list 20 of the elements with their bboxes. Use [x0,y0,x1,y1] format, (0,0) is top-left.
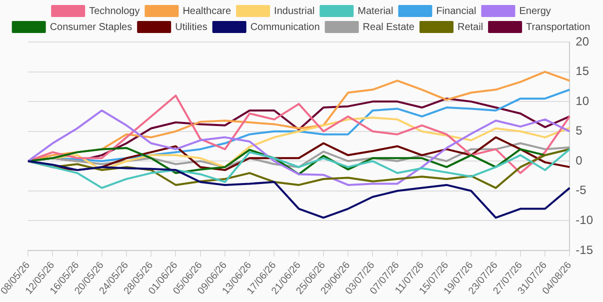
legend-label: Transportation [526,22,590,33]
y-tick-label: -5 [576,183,587,198]
legend-label: Utilities [175,22,208,33]
legend-label: Healthcare [182,6,232,17]
y-tick-label: 20 [576,34,590,48]
y-tick-label: -10 [576,213,594,227]
legend-label: Technology [89,6,140,17]
legend-label: Industrial [274,6,315,17]
y-tick-label: 5 [576,124,583,138]
y-tick-label: -15 [576,242,594,257]
legend-label: Retail [457,22,484,33]
legend-label: Energy [519,6,551,17]
y-tick-label: 10 [576,94,590,108]
y-tick-label: 15 [576,64,590,78]
legend-label: Real Estate [362,22,415,33]
legend-label: Communication [250,22,320,33]
legend-label: Financial [436,6,476,17]
y-tick-label: 0 [576,153,583,168]
legend-label: Consumer Staples [50,22,132,33]
legend-label: Material [358,6,394,17]
